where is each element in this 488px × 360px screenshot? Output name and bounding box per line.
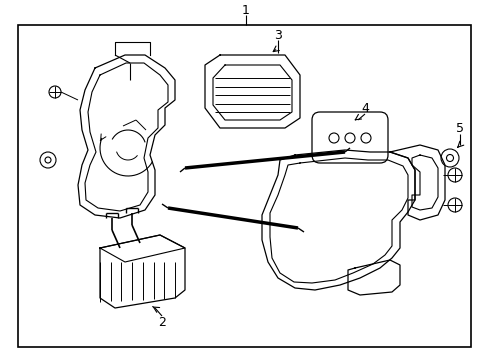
Text: 5: 5 — [455, 122, 463, 135]
Bar — [18, 25, 470, 347]
Text: 4: 4 — [360, 102, 368, 114]
Text: 1: 1 — [242, 4, 249, 17]
Text: 2: 2 — [158, 315, 165, 328]
Text: 3: 3 — [273, 28, 282, 41]
